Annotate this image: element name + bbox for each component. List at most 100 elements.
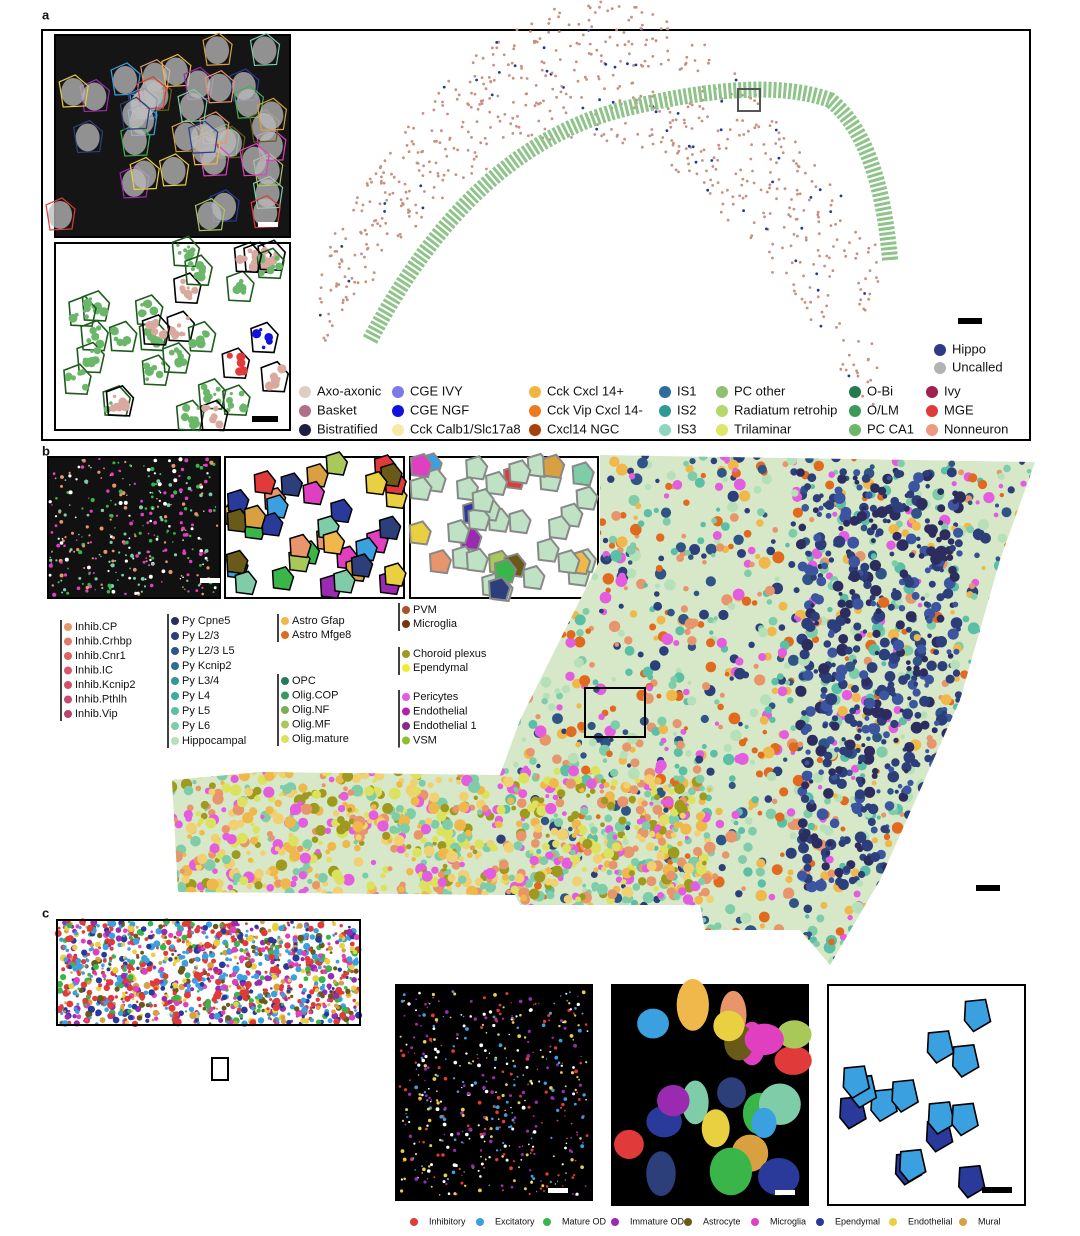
cell	[98, 553, 101, 556]
cell	[851, 455, 857, 462]
cell	[706, 767, 715, 776]
cell	[128, 537, 131, 540]
cell	[977, 519, 990, 531]
cell	[514, 938, 527, 950]
cell	[961, 895, 970, 905]
cell	[920, 784, 931, 794]
cell	[586, 778, 597, 790]
cell	[501, 136, 505, 139]
cell	[628, 494, 640, 506]
cell	[163, 501, 167, 506]
cell	[614, 642, 620, 647]
cell	[925, 794, 936, 805]
cell	[716, 181, 720, 185]
cell	[792, 159, 795, 163]
cell	[150, 319, 159, 329]
cell	[888, 629, 900, 641]
cell	[899, 708, 904, 713]
cell	[238, 770, 250, 782]
cell	[654, 794, 660, 801]
cell	[710, 457, 718, 465]
cell	[658, 924, 670, 937]
cell	[942, 768, 950, 776]
cell	[171, 463, 176, 468]
cell	[615, 907, 623, 916]
cell	[944, 890, 953, 899]
cell	[848, 555, 861, 568]
cell	[890, 691, 896, 697]
cell	[200, 383, 208, 391]
cell	[766, 626, 777, 637]
cell	[771, 945, 783, 957]
cell	[289, 850, 301, 862]
cell	[873, 954, 881, 961]
cell	[688, 169, 691, 173]
cell	[714, 482, 724, 491]
cell	[796, 164, 800, 168]
cell	[599, 789, 605, 794]
cell	[454, 819, 466, 831]
cell	[897, 930, 907, 940]
cell	[95, 339, 105, 349]
cell	[398, 886, 405, 893]
cell	[414, 224, 418, 228]
cell	[948, 460, 956, 468]
cell	[497, 767, 505, 776]
cell	[168, 483, 173, 487]
cell	[813, 940, 820, 948]
cell	[931, 727, 938, 734]
cell	[589, 661, 595, 668]
cell	[562, 928, 567, 933]
cell-outline	[256, 97, 288, 132]
cell	[631, 899, 638, 907]
cell	[854, 789, 866, 800]
cell	[992, 702, 1005, 715]
cell	[270, 379, 280, 389]
cell	[892, 588, 897, 592]
cell	[625, 825, 631, 831]
cell	[327, 945, 333, 951]
cell	[823, 640, 832, 648]
cell	[844, 905, 854, 915]
cell	[437, 877, 447, 887]
cell	[684, 147, 688, 151]
cell	[90, 466, 92, 469]
cell	[493, 558, 518, 584]
cell	[172, 893, 179, 902]
cell	[888, 766, 895, 773]
cell	[906, 665, 912, 672]
cell	[954, 916, 965, 928]
cell-outline	[108, 320, 138, 353]
cell	[377, 820, 389, 832]
cell	[718, 147, 721, 151]
cell	[66, 491, 70, 494]
cell	[242, 812, 254, 824]
cell	[111, 954, 116, 959]
cell-outline	[250, 194, 281, 229]
cell	[565, 620, 570, 625]
cell	[794, 259, 798, 263]
cell	[558, 928, 569, 938]
cell	[950, 617, 963, 629]
cell	[401, 201, 404, 205]
cell	[588, 738, 597, 747]
cell	[851, 901, 864, 914]
cell	[189, 247, 196, 253]
cell	[634, 63, 638, 67]
cell	[494, 820, 503, 828]
cell	[121, 573, 124, 577]
cell	[521, 737, 527, 743]
cell	[48, 573, 52, 577]
cell	[522, 564, 546, 591]
cell	[987, 617, 994, 624]
cell	[516, 114, 519, 118]
cell	[604, 814, 613, 823]
cell	[944, 804, 954, 813]
cell	[870, 342, 874, 345]
cell	[758, 911, 770, 923]
cell	[420, 824, 432, 835]
cell	[575, 896, 581, 903]
cell	[136, 591, 140, 595]
cell	[865, 491, 873, 499]
cell	[1026, 538, 1035, 547]
